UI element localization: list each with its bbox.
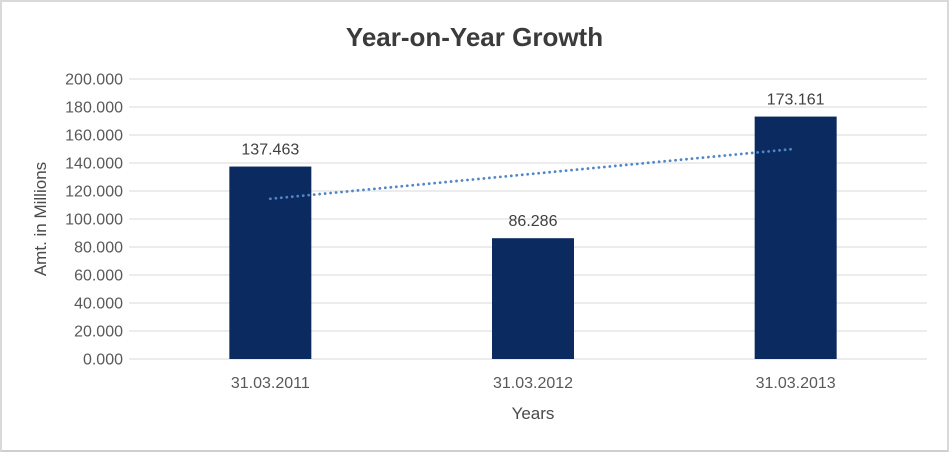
y-tick-label: 160.000 bbox=[65, 128, 123, 145]
bar bbox=[229, 166, 312, 359]
y-tick-label: 200.000 bbox=[65, 72, 123, 89]
bar-data-label: 137.463 bbox=[241, 142, 299, 159]
x-category-label: 31.03.2013 bbox=[756, 375, 836, 392]
bar bbox=[754, 116, 837, 359]
bar-data-label: 86.286 bbox=[509, 213, 558, 230]
bar bbox=[492, 238, 574, 359]
y-tick-label: 140.000 bbox=[65, 156, 123, 173]
x-category-label: 31.03.2012 bbox=[493, 375, 573, 392]
y-tick-label: 40.000 bbox=[74, 296, 123, 313]
y-tick-label: 0.000 bbox=[83, 352, 123, 369]
trendline bbox=[268, 147, 798, 201]
y-tick-label: 20.000 bbox=[74, 324, 123, 341]
x-axis-title: Years bbox=[511, 404, 555, 423]
y-tick-label: 60.000 bbox=[74, 268, 123, 285]
bar-data-label: 173.161 bbox=[767, 92, 825, 109]
y-tick-label: 120.000 bbox=[65, 184, 123, 201]
y-tick-label: 180.000 bbox=[65, 100, 123, 117]
chart-title: Year-on-Year Growth bbox=[345, 22, 604, 52]
y-tick-label: 100.000 bbox=[65, 212, 123, 229]
y-tick-label: 80.000 bbox=[74, 240, 123, 257]
x-category-label: 31.03.2011 bbox=[231, 375, 310, 392]
